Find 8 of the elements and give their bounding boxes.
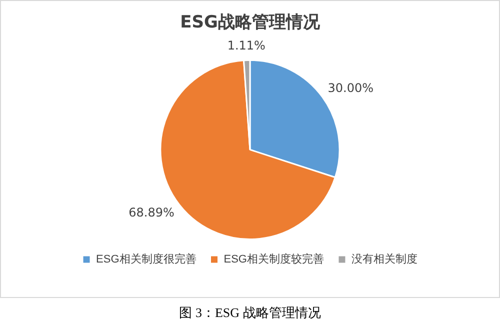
- chart-title: ESG战略管理情况: [180, 12, 321, 33]
- data-label: 1.11%: [227, 38, 266, 52]
- data-label: 68.89%: [128, 206, 174, 220]
- legend-label: ESG相关制度较完善: [224, 252, 324, 266]
- data-label: 30.00%: [328, 80, 374, 95]
- legend-label: 没有相关制度: [351, 252, 418, 266]
- caption: 图 3：ESG 战略管理情况: [178, 304, 322, 322]
- legend-label: ESG相关制度很完善: [96, 252, 196, 266]
